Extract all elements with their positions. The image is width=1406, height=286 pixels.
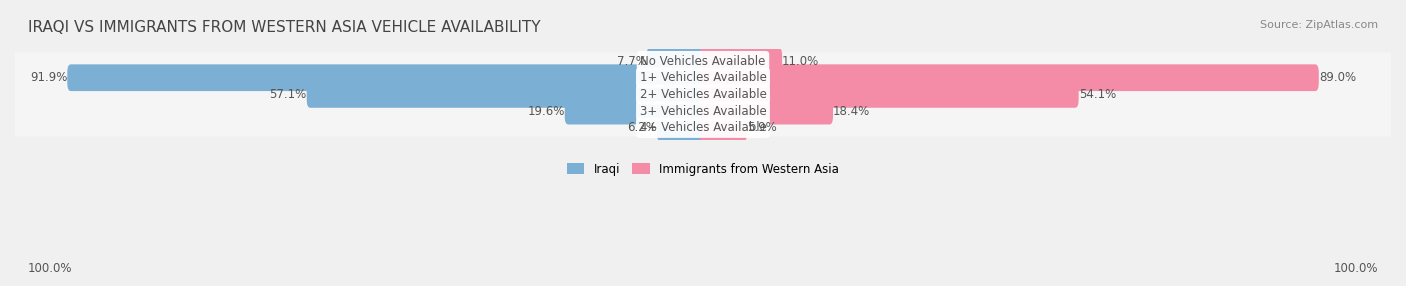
FancyBboxPatch shape: [565, 98, 706, 124]
Text: 2+ Vehicles Available: 2+ Vehicles Available: [640, 88, 766, 101]
FancyBboxPatch shape: [657, 114, 706, 141]
FancyBboxPatch shape: [15, 52, 1391, 70]
FancyBboxPatch shape: [647, 48, 706, 74]
FancyBboxPatch shape: [15, 119, 1391, 136]
FancyBboxPatch shape: [15, 69, 1391, 86]
FancyBboxPatch shape: [15, 102, 1391, 120]
Text: 91.9%: 91.9%: [30, 71, 67, 84]
FancyBboxPatch shape: [700, 64, 1319, 91]
Text: 57.1%: 57.1%: [270, 88, 307, 101]
Text: 1+ Vehicles Available: 1+ Vehicles Available: [640, 71, 766, 84]
Text: 100.0%: 100.0%: [28, 262, 73, 275]
Text: 5.9%: 5.9%: [747, 121, 776, 134]
FancyBboxPatch shape: [67, 64, 706, 91]
Text: 18.4%: 18.4%: [832, 105, 870, 118]
FancyBboxPatch shape: [700, 81, 1078, 108]
Text: No Vehicles Available: No Vehicles Available: [640, 55, 766, 67]
Text: IRAQI VS IMMIGRANTS FROM WESTERN ASIA VEHICLE AVAILABILITY: IRAQI VS IMMIGRANTS FROM WESTERN ASIA VE…: [28, 20, 541, 35]
Text: 100.0%: 100.0%: [1333, 262, 1378, 275]
Legend: Iraqi, Immigrants from Western Asia: Iraqi, Immigrants from Western Asia: [562, 158, 844, 180]
Text: 7.7%: 7.7%: [617, 55, 647, 67]
FancyBboxPatch shape: [700, 48, 782, 74]
Text: 11.0%: 11.0%: [782, 55, 820, 67]
Text: 4+ Vehicles Available: 4+ Vehicles Available: [640, 121, 766, 134]
FancyBboxPatch shape: [307, 81, 706, 108]
Text: 54.1%: 54.1%: [1078, 88, 1116, 101]
Text: 19.6%: 19.6%: [527, 105, 565, 118]
Text: Source: ZipAtlas.com: Source: ZipAtlas.com: [1260, 20, 1378, 30]
FancyBboxPatch shape: [700, 114, 747, 141]
Text: 3+ Vehicles Available: 3+ Vehicles Available: [640, 105, 766, 118]
Text: 6.2%: 6.2%: [627, 121, 657, 134]
Text: 89.0%: 89.0%: [1319, 71, 1355, 84]
FancyBboxPatch shape: [700, 98, 832, 124]
FancyBboxPatch shape: [15, 86, 1391, 103]
